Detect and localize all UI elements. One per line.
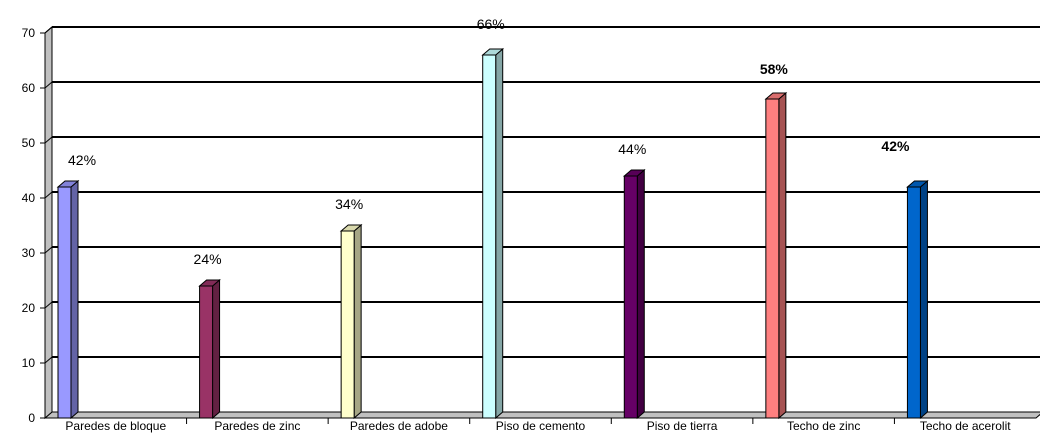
axes xyxy=(40,32,1036,424)
category-label: Techo de acerolit xyxy=(920,419,1011,433)
category-labels: Paredes de bloque Paredes de zinc Paredes … xyxy=(65,419,1011,433)
bar-front xyxy=(340,230,355,419)
data-label: 66% xyxy=(477,16,505,32)
bar-side xyxy=(212,278,221,420)
category-label: Piso de cemento xyxy=(496,419,586,433)
data-label: 42% xyxy=(68,152,96,168)
bar-front xyxy=(906,186,921,419)
bar-6 xyxy=(906,179,929,420)
bar-front xyxy=(623,175,638,419)
gridline-depth xyxy=(44,356,53,364)
gridline-depth xyxy=(44,136,53,144)
category-label: Piso de tierra xyxy=(647,419,718,433)
y-tick-label: 0 xyxy=(28,411,35,425)
bar-side xyxy=(636,168,645,420)
y-tick-label: 50 xyxy=(22,136,36,150)
bar-1 xyxy=(198,278,221,420)
bar-side xyxy=(778,91,787,420)
gridline-depth xyxy=(44,81,53,89)
y-tick-labels: 0 10 20 30 40 50 60 70 xyxy=(22,26,36,425)
gridline-depth xyxy=(44,246,53,254)
category-label: Paredes de adobe xyxy=(350,419,448,433)
bar-front xyxy=(482,54,497,419)
category-label: Paredes de zinc xyxy=(214,419,300,433)
bar-side xyxy=(919,179,928,420)
bar-3 xyxy=(481,47,505,420)
bar-front xyxy=(57,186,72,419)
bar-front xyxy=(765,98,780,419)
gridlines xyxy=(43,25,1040,420)
y-tick-label: 60 xyxy=(22,81,36,95)
y-tick-label: 10 xyxy=(22,356,36,370)
data-label: 34% xyxy=(335,196,363,212)
data-label: 58% xyxy=(760,61,789,77)
gridline-depth xyxy=(44,301,53,309)
bars xyxy=(56,47,929,420)
bar-5 xyxy=(764,91,788,420)
y-tick-label: 20 xyxy=(22,301,36,315)
chart-floor xyxy=(43,411,1040,419)
bar-side xyxy=(495,47,504,420)
bar-4 xyxy=(622,168,646,420)
data-label: 44% xyxy=(618,141,646,157)
bar-2 xyxy=(339,223,363,420)
data-label: 42% xyxy=(881,138,910,154)
bar-side xyxy=(353,223,362,420)
category-label: Paredes de bloque xyxy=(65,419,166,433)
data-label: 24% xyxy=(194,251,222,267)
category-label: Techo de zinc xyxy=(787,419,860,433)
gridline-depth xyxy=(44,191,53,199)
bar-0 xyxy=(56,179,80,420)
bar-front xyxy=(199,285,214,419)
data-labels: 42% 24% 34% 66% 44% 58% 42% xyxy=(68,16,910,267)
y-tick-label: 30 xyxy=(22,246,36,260)
y-tick-label: 70 xyxy=(22,26,36,40)
gridline-depth xyxy=(44,26,53,34)
y-tick-label: 40 xyxy=(22,191,36,205)
bar-side xyxy=(70,179,79,420)
